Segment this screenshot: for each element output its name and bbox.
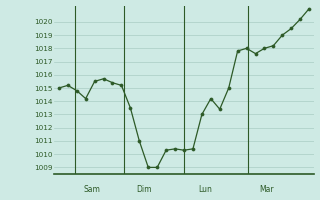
Text: Dim: Dim	[136, 185, 152, 194]
Text: Mar: Mar	[259, 185, 274, 194]
Text: Sam: Sam	[84, 185, 101, 194]
Text: Lun: Lun	[198, 185, 212, 194]
